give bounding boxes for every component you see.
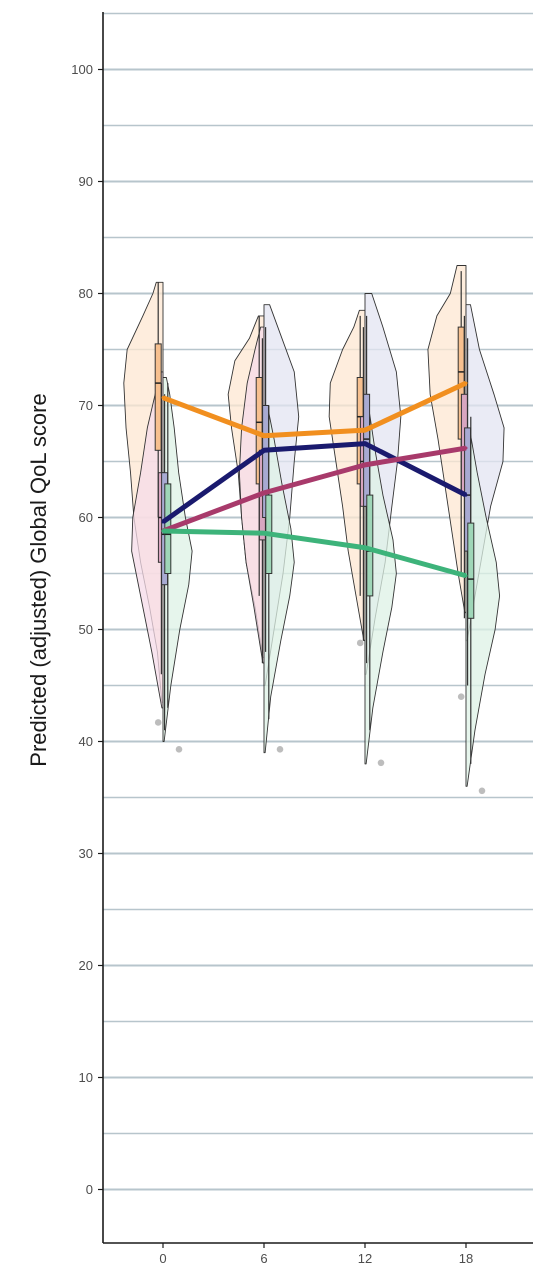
y-tick-label: 10 (79, 1070, 93, 1085)
series-point (161, 520, 165, 524)
x-tick-label: 18 (459, 1251, 473, 1266)
series-line-4 (162, 528, 467, 579)
axes: 0 10 20 30 40 50 60 70 80 90 100 0 6 12 18 (71, 12, 533, 1266)
x-tick-label: 6 (260, 1251, 267, 1266)
series-point (262, 448, 266, 452)
series-point (262, 434, 266, 438)
y-tick-label: 0 (86, 1182, 93, 1197)
y-tick-label: 50 (79, 622, 93, 637)
series-point (363, 442, 367, 446)
y-tick-label: 30 (79, 846, 93, 861)
outlier-point (377, 759, 385, 767)
box-body (154, 343, 162, 451)
y-tick-label: 100 (71, 62, 93, 77)
series-point (464, 446, 468, 450)
x-tick-label: 0 (159, 1251, 166, 1266)
outlier-points (154, 639, 486, 795)
series-point (464, 574, 468, 578)
series-point (363, 428, 367, 432)
series-line-2 (161, 441, 468, 525)
y-tick-label: 70 (79, 398, 93, 413)
series-point (363, 546, 367, 550)
outlier-point (478, 787, 486, 795)
outlier-point (154, 719, 162, 726)
y-axis-title: Predicted (adjusted) Global QoL score (26, 393, 51, 766)
series-point (464, 381, 468, 385)
outlier-point (276, 746, 284, 753)
series-line-1 (162, 380, 468, 439)
violin-orange-12 (328, 309, 366, 642)
outlier-point (457, 693, 465, 700)
box-body (363, 393, 371, 507)
series-point (464, 493, 468, 497)
series-point (262, 491, 266, 495)
outlier-point (356, 639, 364, 647)
y-tick-label: 40 (79, 734, 93, 749)
series-point (161, 396, 165, 400)
violin-green-0 (162, 377, 193, 742)
series-lines (161, 380, 468, 579)
series-point (262, 531, 266, 535)
series-line-3 (162, 445, 467, 534)
y-tick-label: 20 (79, 958, 93, 973)
y-tick-label: 90 (79, 174, 93, 189)
box-body (366, 494, 374, 597)
series-point (363, 463, 367, 467)
x-tick-label: 12 (358, 1251, 372, 1266)
box-body (467, 522, 475, 619)
y-tick-label: 60 (79, 510, 93, 525)
outlier-point (175, 746, 183, 753)
y-tick-label: 80 (79, 286, 93, 301)
series-point (161, 529, 165, 533)
